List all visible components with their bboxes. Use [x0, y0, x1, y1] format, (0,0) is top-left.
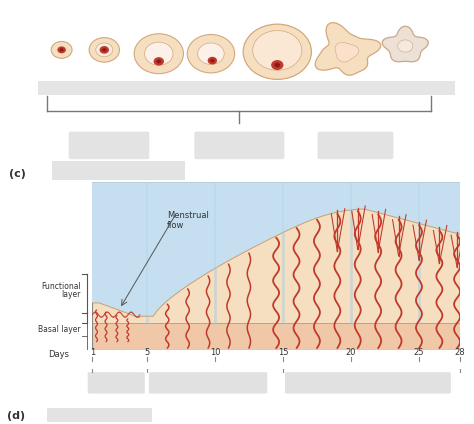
Text: 25: 25 [414, 349, 424, 357]
FancyBboxPatch shape [194, 131, 284, 159]
Polygon shape [335, 42, 359, 62]
Circle shape [198, 43, 224, 64]
Text: Menstrual
flow: Menstrual flow [167, 211, 209, 230]
Text: Basal layer: Basal layer [38, 325, 81, 334]
Polygon shape [382, 26, 428, 62]
FancyBboxPatch shape [285, 372, 451, 393]
Circle shape [100, 46, 109, 54]
FancyBboxPatch shape [88, 372, 145, 393]
Text: (d): (d) [7, 410, 25, 421]
Circle shape [208, 57, 217, 64]
Circle shape [89, 38, 119, 62]
Text: layer: layer [61, 290, 81, 299]
Circle shape [398, 40, 413, 52]
Circle shape [210, 59, 215, 62]
Text: 20: 20 [346, 349, 356, 357]
Text: 1: 1 [90, 349, 95, 357]
Circle shape [274, 63, 280, 67]
FancyBboxPatch shape [149, 372, 267, 393]
FancyBboxPatch shape [318, 131, 393, 159]
Text: 15: 15 [278, 349, 288, 357]
FancyBboxPatch shape [42, 407, 157, 423]
Circle shape [57, 46, 66, 53]
Text: 28: 28 [455, 349, 465, 357]
Bar [38, 81, 455, 95]
Circle shape [156, 59, 161, 63]
Circle shape [102, 48, 106, 52]
Circle shape [51, 42, 72, 59]
Text: Days: Days [48, 349, 69, 359]
Circle shape [134, 34, 183, 74]
Circle shape [271, 60, 283, 70]
Circle shape [96, 43, 113, 57]
Circle shape [253, 31, 302, 70]
Circle shape [187, 34, 235, 73]
FancyBboxPatch shape [69, 131, 149, 159]
Text: (c): (c) [9, 169, 26, 179]
Circle shape [60, 48, 64, 51]
Circle shape [154, 57, 164, 66]
FancyBboxPatch shape [46, 160, 191, 181]
Text: 5: 5 [144, 349, 149, 357]
Circle shape [243, 24, 311, 79]
Polygon shape [315, 22, 381, 75]
Circle shape [145, 42, 173, 65]
Text: Functional: Functional [41, 282, 81, 291]
Text: 10: 10 [210, 349, 220, 357]
